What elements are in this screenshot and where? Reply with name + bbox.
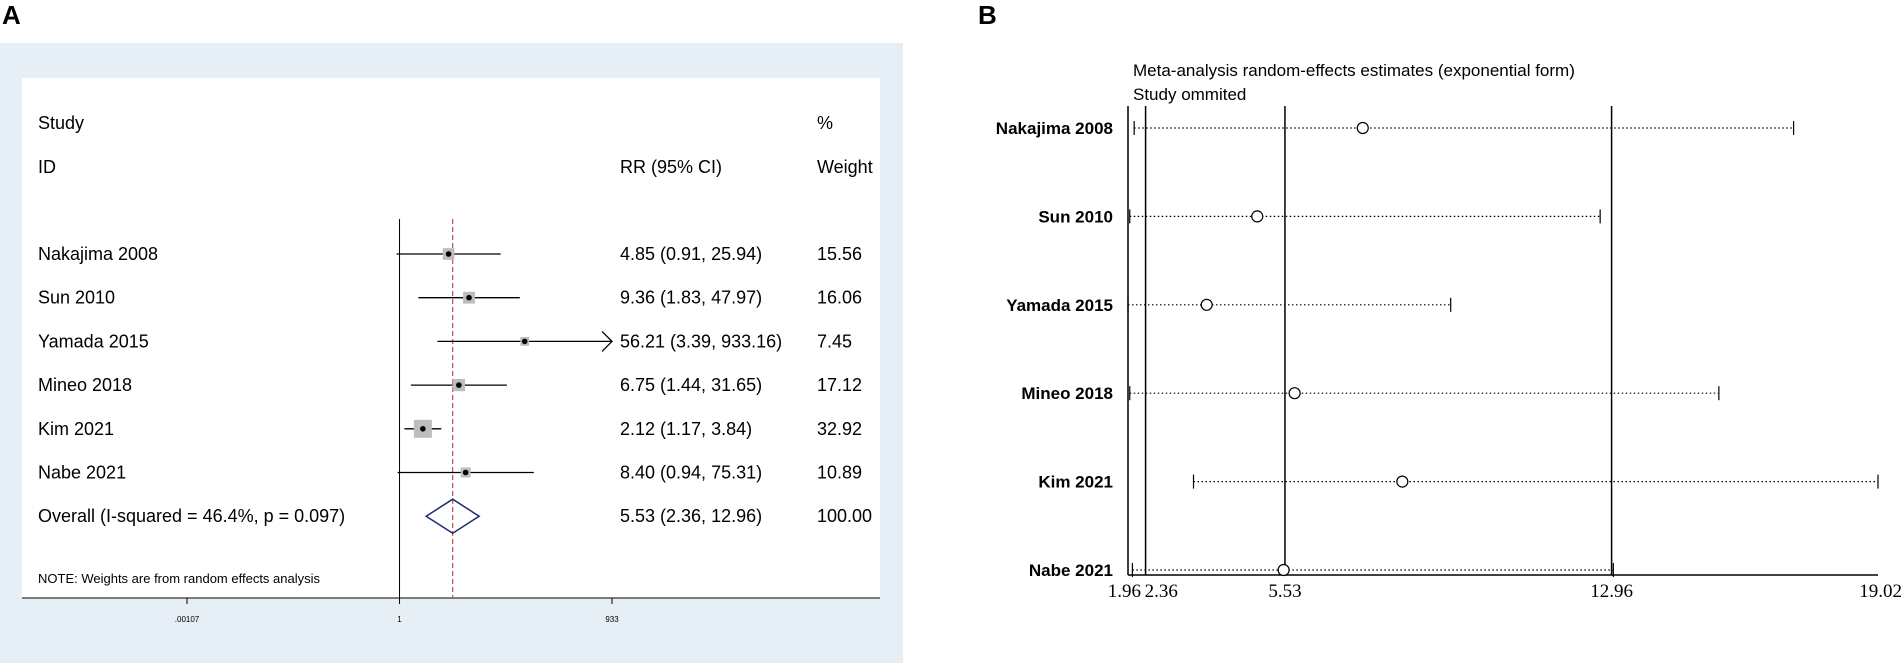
- effect-ci-label: 9.36 (1.83, 47.97): [620, 288, 762, 308]
- overall-diamond: [424, 498, 481, 535]
- overall-weight-value: 100.00: [817, 506, 872, 526]
- x-tick-label: 2.36: [1145, 581, 1178, 602]
- point-estimate: [456, 382, 462, 388]
- overall-effect-ci-label: 5.53 (2.36, 12.96): [620, 506, 762, 526]
- omitted-study-name: Nakajima 2008: [996, 119, 1113, 138]
- panel-b-label: B: [978, 0, 997, 30]
- weight-value: 10.89: [817, 463, 862, 483]
- weight-value: 16.06: [817, 288, 862, 308]
- x-tick-label: 12.96: [1590, 581, 1633, 602]
- overall-name: Overall (I-squared = 46.4%, p = 0.097): [38, 506, 345, 526]
- study-name: Mineo 2018: [38, 375, 132, 395]
- study-name: Nakajima 2008: [38, 244, 158, 264]
- sensitivity-plot: Meta-analysis random-effects estimates (…: [996, 61, 1902, 602]
- point-estimate: [445, 251, 452, 257]
- omitted-study-name: Sun 2010: [1038, 207, 1113, 226]
- sensitivity-title-line2: Study ommited: [1133, 85, 1246, 104]
- estimate-marker: [1396, 475, 1409, 488]
- x-tick-label: 5.53: [1268, 581, 1301, 602]
- study-name: Kim 2021: [38, 419, 114, 439]
- weight-value: 17.12: [817, 375, 862, 395]
- estimate-marker: [1356, 121, 1369, 135]
- forest-plot: Study ID RR (95% CI) % Weight NOTE: Weig…: [22, 113, 880, 624]
- point-estimate: [420, 426, 426, 432]
- x-tick-label: 19.02: [1859, 581, 1902, 602]
- point-estimate: [466, 294, 472, 301]
- estimate-marker: [1288, 387, 1301, 400]
- weights-note: NOTE: Weights are from random effects an…: [38, 571, 321, 586]
- header-weight-percent: %: [817, 113, 833, 133]
- header-weight: Weight: [817, 157, 873, 177]
- effect-ci-label: 4.85 (0.91, 25.94): [620, 244, 762, 264]
- effect-ci-label: 56.21 (3.39, 933.16): [620, 331, 782, 351]
- forest-plot-area: [22, 78, 880, 598]
- point-estimate: [462, 469, 469, 476]
- omitted-study-name: Nabe 2021: [1029, 561, 1113, 580]
- header-effect: RR (95% CI): [620, 157, 722, 177]
- study-name: Yamada 2015: [38, 331, 149, 351]
- omitted-study-name: Mineo 2018: [1021, 384, 1113, 403]
- x-tick-label: 933: [605, 615, 619, 624]
- x-tick-label: 1: [397, 615, 402, 624]
- estimate-marker: [1277, 563, 1290, 577]
- estimate-marker: [1200, 298, 1213, 311]
- effect-ci-label: 6.75 (1.44, 31.65): [620, 375, 762, 395]
- effect-ci-label: 8.40 (0.94, 75.31): [620, 463, 762, 483]
- header-study: Study: [38, 113, 84, 133]
- weight-value: 15.56: [817, 244, 862, 264]
- ci-arrow: [601, 330, 613, 352]
- study-name: Nabe 2021: [38, 463, 126, 483]
- estimate-marker: [1251, 210, 1264, 223]
- omitted-study-name: Yamada 2015: [1006, 296, 1113, 315]
- point-estimate: [521, 338, 528, 345]
- x-tick-label: 1.96: [1108, 581, 1141, 602]
- weight-value: 32.92: [817, 419, 862, 439]
- weight-value: 7.45: [817, 331, 852, 351]
- sensitivity-title-line1: Meta-analysis random-effects estimates (…: [1133, 61, 1575, 80]
- effect-ci-label: 2.12 (1.17, 3.84): [620, 419, 752, 439]
- panel-a-label: A: [2, 0, 21, 30]
- header-id: ID: [38, 157, 56, 177]
- study-name: Sun 2010: [38, 288, 115, 308]
- omitted-study-name: Kim 2021: [1038, 473, 1113, 492]
- x-tick-label: .00107: [175, 615, 200, 624]
